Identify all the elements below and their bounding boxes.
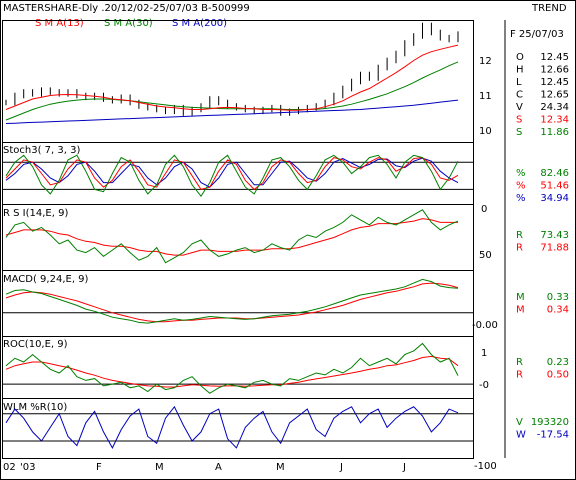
- trend-label: TREND: [531, 3, 567, 14]
- macd-line: [5, 278, 459, 324]
- roc-label: ROC(10,E, 9): [3, 339, 68, 350]
- info-key: %: [516, 168, 526, 179]
- info-value: 11.86: [540, 127, 569, 138]
- x-axis-labels: 02 '03 F M A M J J: [3, 462, 406, 473]
- roc-line: [5, 342, 459, 394]
- rsi-label: R S I(14,E, 9): [3, 208, 68, 219]
- info-key: R: [516, 370, 523, 381]
- info-value: 34.94: [540, 193, 569, 204]
- macd-signal-line: [5, 282, 459, 323]
- price-ytick-12: 12: [479, 56, 492, 67]
- info-value: 0.34: [547, 305, 569, 316]
- info-key: R: [516, 357, 523, 368]
- info-key: M: [516, 305, 525, 316]
- info-value: 12.34: [540, 115, 569, 126]
- stoch-k-line: [5, 154, 459, 198]
- macd-label: MACD( 9,24,E, 9): [3, 274, 89, 285]
- xtick-label: 02: [3, 462, 16, 473]
- price-ytick-10: 10: [479, 126, 492, 137]
- xtick-label: J: [339, 462, 343, 473]
- xtick-label: M: [276, 462, 285, 473]
- info-value: 71.88: [540, 243, 569, 254]
- roc-ytick-1: 1: [481, 348, 487, 359]
- info-key: S: [516, 115, 522, 126]
- sma30-line: [5, 61, 459, 121]
- info-value: 12.45: [540, 52, 569, 63]
- wlm-line: [5, 405, 459, 449]
- info-key: W: [516, 430, 526, 441]
- price-panel-frame: [2, 20, 474, 143]
- roc-ytick-0: -0: [479, 380, 489, 391]
- info-value: 12.45: [540, 77, 569, 88]
- info-key: C: [516, 90, 523, 101]
- info-key: R: [516, 230, 523, 241]
- xtick-label: J: [402, 462, 406, 473]
- wlm-ytick-100: -100: [474, 461, 497, 472]
- info-key: R: [516, 243, 523, 254]
- macd-ytick-0: -0.00: [472, 320, 498, 331]
- sma13-line: [5, 44, 459, 111]
- info-value: 51.46: [540, 181, 569, 192]
- info-value: 0.50: [547, 370, 569, 381]
- info-key: V: [516, 417, 523, 428]
- info-values: O 12.45 H 12.66 L 12.45 C 12.65 V 24.34 S 12.34 S 11.…: [516, 52, 569, 441]
- stoch-label: Stoch3( 7, 3, 3): [3, 145, 80, 156]
- stoch-d-line: [5, 157, 459, 191]
- info-key: %: [516, 193, 526, 204]
- info-value: 0.23: [547, 357, 569, 368]
- info-key: O: [516, 52, 524, 63]
- info-value: 0.33: [547, 292, 569, 303]
- legend-sma13: S M A(13): [35, 18, 84, 29]
- info-key: V: [516, 102, 523, 113]
- xtick-label: '03: [20, 462, 35, 473]
- legend-sma200: S M A(200): [172, 18, 227, 29]
- info-value: 12.66: [540, 65, 569, 76]
- xtick-label: F: [96, 462, 102, 473]
- rsi-line: [5, 209, 459, 264]
- rsi-signal-line: [5, 218, 458, 256]
- info-key: L: [516, 77, 522, 88]
- xtick-label: A: [215, 462, 222, 473]
- info-value: 82.46: [540, 168, 569, 179]
- wlm-panel-frame: [2, 398, 474, 459]
- info-date: F 25/07/03: [510, 29, 564, 40]
- chart-title: MASTERSHARE-Dly .20/12/02-25/07/03 B-500…: [3, 3, 250, 14]
- info-value: 12.65: [540, 90, 569, 101]
- info-value: 24.34: [540, 102, 569, 113]
- info-key: %: [516, 181, 526, 192]
- info-value: -17.54: [537, 430, 569, 441]
- stoch-ytick-0: 0: [481, 204, 487, 215]
- xtick-label: M: [155, 462, 164, 473]
- price-ytick-11: 11: [479, 91, 492, 102]
- roc-panel-frame: [2, 336, 474, 399]
- sma200-line: [5, 99, 459, 124]
- wlm-label: WLM %R(10): [3, 402, 67, 413]
- info-value: 193320: [531, 417, 569, 428]
- info-value: 73.43: [540, 230, 569, 241]
- legend-sma30: S M A(30): [104, 18, 153, 29]
- info-key: S: [516, 127, 522, 138]
- info-key: M: [516, 292, 525, 303]
- roc-signal-line: [5, 355, 459, 388]
- plot-layer: [3, 22, 473, 449]
- rsi-ytick-50: 50: [479, 250, 492, 261]
- info-key: H: [516, 65, 524, 76]
